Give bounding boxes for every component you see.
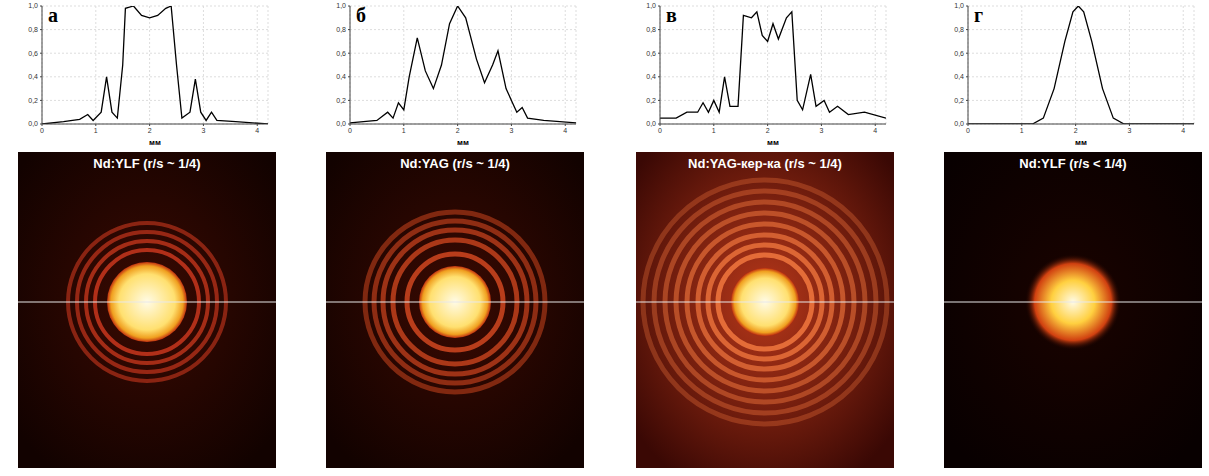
svg-text:4: 4 [873,127,877,134]
svg-text:0,8: 0,8 [954,26,964,33]
svg-text:0,0: 0,0 [646,120,656,127]
svg-text:0,6: 0,6 [646,50,656,57]
svg-text:Nd:YAG (r/s ~ 1/4): Nd:YAG (r/s ~ 1/4) [400,156,510,171]
svg-text:1: 1 [712,127,716,134]
svg-text:0: 0 [40,127,44,134]
svg-text:1,0: 1,0 [646,2,656,9]
svg-text:0: 0 [658,127,662,134]
svg-text:0: 0 [966,127,970,134]
svg-text:0,6: 0,6 [954,50,964,57]
svg-text:0,8: 0,8 [646,26,656,33]
svg-text:3: 3 [201,127,205,134]
svg-text:0,4: 0,4 [954,73,964,80]
svg-text:3: 3 [819,127,823,134]
svg-text:2: 2 [1074,127,1078,134]
svg-text:4: 4 [563,127,567,134]
svg-text:Nd:YAG-кер-ка (r/s ~ 1/4): Nd:YAG-кер-ка (r/s ~ 1/4) [688,156,842,171]
svg-text:3: 3 [509,127,513,134]
svg-text:0,8: 0,8 [336,26,346,33]
svg-text:1,0: 1,0 [336,2,346,9]
svg-text:3: 3 [1127,127,1131,134]
svg-text:0,2: 0,2 [646,97,656,104]
svg-text:0,4: 0,4 [336,73,346,80]
svg-text:4: 4 [1181,127,1185,134]
svg-text:0,4: 0,4 [28,73,38,80]
svg-text:0,0: 0,0 [336,120,346,127]
svg-text:1: 1 [1020,127,1024,134]
svg-text:1,0: 1,0 [954,2,964,9]
svg-text:мм: мм [149,138,161,147]
svg-text:0,0: 0,0 [954,120,964,127]
svg-text:0,6: 0,6 [336,50,346,57]
svg-text:2: 2 [456,127,460,134]
html-text:г: г [974,4,984,26]
svg-text:1: 1 [94,127,98,134]
svg-text:1,0: 1,0 [28,2,38,9]
svg-text:Nd:YLF (r/s ~ 1/4): Nd:YLF (r/s ~ 1/4) [93,156,200,171]
html-text:в: в [666,4,677,26]
svg-text:0: 0 [348,127,352,134]
svg-text:2: 2 [148,127,152,134]
svg-text:мм: мм [457,138,469,147]
svg-text:0,4: 0,4 [646,73,656,80]
svg-text:мм: мм [1075,138,1087,147]
svg-text:0,6: 0,6 [28,50,38,57]
svg-text:мм: мм [767,138,779,147]
svg-text:0,2: 0,2 [336,97,346,104]
svg-text:1: 1 [402,127,406,134]
svg-text:Nd:YLF (r/s < 1/4): Nd:YLF (r/s < 1/4) [1019,156,1126,171]
svg-text:0,2: 0,2 [28,97,38,104]
svg-text:0,0: 0,0 [28,120,38,127]
html-text:б: б [356,4,366,26]
svg-text:0,2: 0,2 [954,97,964,104]
html-text:а: а [48,4,58,26]
svg-text:2: 2 [766,127,770,134]
svg-text:0,8: 0,8 [28,26,38,33]
svg-text:4: 4 [255,127,259,134]
